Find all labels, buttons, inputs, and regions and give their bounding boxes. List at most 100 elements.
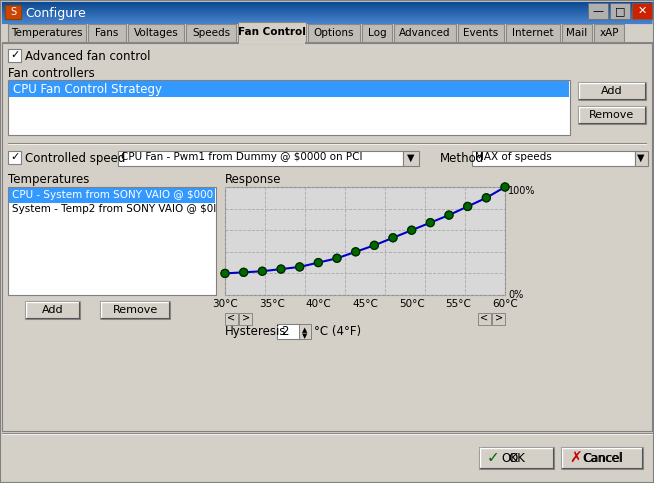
Text: ▲: ▲ — [302, 327, 307, 333]
Circle shape — [258, 267, 266, 275]
Bar — [100, 301, 170, 319]
Circle shape — [445, 211, 453, 219]
Text: CPU Fan Control Strategy: CPU Fan Control Strategy — [13, 83, 162, 96]
Bar — [578, 82, 646, 100]
Text: Voltages: Voltages — [133, 28, 179, 38]
Circle shape — [407, 226, 416, 234]
Bar — [239, 313, 252, 325]
Bar — [635, 151, 648, 166]
Circle shape — [333, 254, 341, 262]
Text: ▼: ▼ — [637, 153, 645, 163]
Circle shape — [501, 183, 509, 191]
Text: Speeds: Speeds — [192, 28, 230, 38]
Bar — [506, 24, 560, 42]
Text: ✓: ✓ — [487, 451, 500, 466]
Text: °C (4°F): °C (4°F) — [314, 325, 361, 338]
Text: OK: OK — [501, 452, 518, 465]
Bar — [8, 187, 216, 295]
Text: Fan controllers: Fan controllers — [8, 67, 95, 80]
Bar — [308, 24, 360, 42]
Text: Fans: Fans — [95, 28, 118, 38]
Text: 45°C: 45°C — [352, 299, 378, 309]
Bar — [8, 49, 21, 62]
Text: <: < — [227, 313, 235, 323]
Text: 55°C: 55°C — [445, 299, 472, 309]
Text: ✓: ✓ — [10, 50, 20, 60]
Text: Temperatures: Temperatures — [11, 28, 83, 38]
Bar — [225, 187, 505, 295]
Text: Cancel: Cancel — [582, 452, 622, 465]
Text: Cancel: Cancel — [583, 452, 623, 465]
Circle shape — [296, 263, 303, 271]
Bar — [478, 313, 491, 325]
Text: >: > — [495, 313, 503, 323]
Text: Options: Options — [314, 28, 354, 38]
Text: 60°C: 60°C — [492, 299, 518, 309]
Text: System - Temp2 from SONY VAIO @ $0I: System - Temp2 from SONY VAIO @ $0I — [12, 204, 216, 214]
Text: Log: Log — [368, 28, 387, 38]
Bar — [394, 24, 456, 42]
Circle shape — [352, 248, 360, 256]
Text: Response: Response — [225, 173, 281, 186]
Bar — [128, 24, 184, 42]
Text: Add: Add — [601, 86, 623, 96]
Text: ▼: ▼ — [302, 333, 307, 339]
Text: 2: 2 — [281, 325, 288, 338]
Bar — [561, 447, 643, 469]
Text: 40°C: 40°C — [305, 299, 331, 309]
Bar — [118, 151, 403, 166]
Text: Remove: Remove — [589, 110, 634, 120]
Text: 0%: 0% — [508, 290, 523, 300]
Bar — [299, 324, 311, 339]
Text: Controlled speed: Controlled speed — [25, 152, 126, 165]
Text: 35°C: 35°C — [259, 299, 284, 309]
Bar — [88, 24, 126, 42]
Bar — [186, 24, 236, 42]
Bar — [610, 3, 630, 19]
Bar — [25, 301, 80, 319]
Bar — [9, 81, 569, 97]
Text: 50°C: 50°C — [399, 299, 424, 309]
Text: Events: Events — [464, 28, 498, 38]
Bar — [8, 151, 21, 164]
Bar — [9, 188, 215, 203]
Circle shape — [239, 269, 248, 276]
Bar — [8, 24, 86, 42]
Text: —: — — [593, 6, 604, 16]
Circle shape — [389, 234, 397, 242]
Text: Fan Control: Fan Control — [238, 27, 306, 37]
Bar — [472, 151, 635, 166]
Text: Advanced: Advanced — [399, 28, 451, 38]
Text: ✓: ✓ — [10, 152, 20, 162]
Text: □: □ — [615, 6, 625, 16]
Text: 100%: 100% — [508, 186, 536, 196]
Bar — [492, 313, 505, 325]
Text: Remove: Remove — [112, 305, 158, 315]
Circle shape — [483, 194, 490, 202]
Circle shape — [370, 242, 378, 249]
Bar — [403, 151, 419, 166]
Bar — [594, 24, 624, 42]
Bar — [2, 43, 652, 431]
Bar — [239, 41, 305, 44]
Text: Mail: Mail — [566, 28, 588, 38]
Text: Add: Add — [42, 305, 63, 315]
Bar — [588, 3, 608, 19]
Bar — [632, 3, 652, 19]
Text: xAP: xAP — [599, 28, 619, 38]
Text: ✕: ✕ — [637, 6, 647, 16]
Text: CPU - System from SONY VAIO @ $000: CPU - System from SONY VAIO @ $000 — [12, 190, 213, 200]
Circle shape — [221, 270, 229, 277]
Bar — [238, 22, 306, 42]
Bar — [2, 2, 652, 24]
Circle shape — [464, 202, 472, 211]
Text: Internet: Internet — [512, 28, 554, 38]
Bar — [2, 434, 652, 480]
Circle shape — [426, 219, 434, 227]
Bar — [578, 106, 646, 124]
Text: Configure: Configure — [25, 6, 86, 19]
Text: MAX of speeds: MAX of speeds — [475, 152, 552, 162]
Bar — [277, 324, 301, 339]
Bar — [8, 80, 570, 135]
Text: >: > — [242, 313, 250, 323]
